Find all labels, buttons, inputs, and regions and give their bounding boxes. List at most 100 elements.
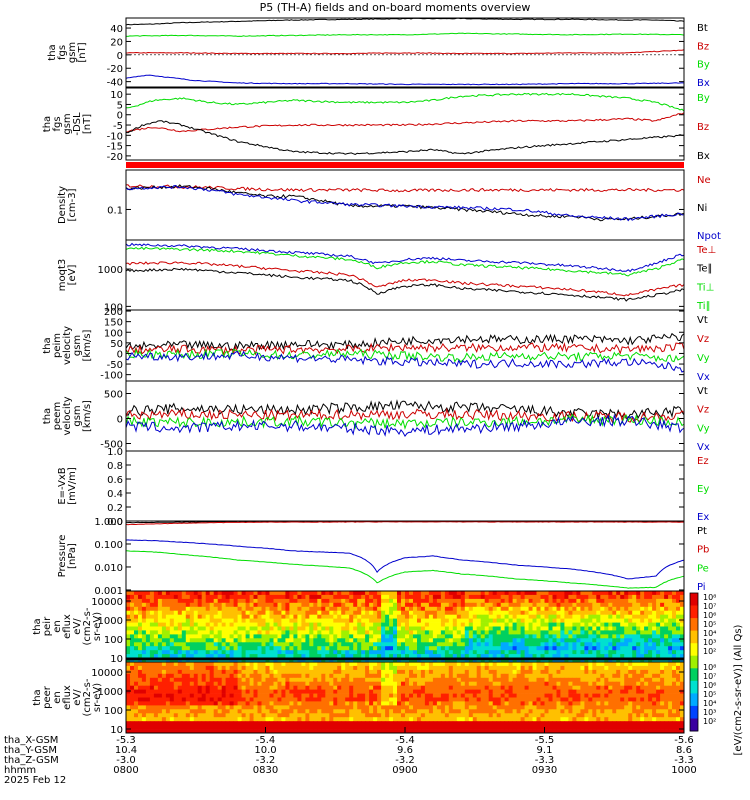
ytick-label: 0 (117, 111, 123, 122)
panel-density: 0.1 Density [cm-3] Ne Ni Npot (57, 169, 721, 242)
ytick-label: 0.100 (94, 540, 123, 551)
panel-frame-temperature (125, 239, 685, 311)
ytick-label: 1000 (98, 687, 123, 698)
legend-density-1: Ni (697, 203, 707, 214)
legend-peem_velocity-2: Vy (697, 423, 710, 434)
ylabel-line: tha (32, 689, 43, 705)
ylabel-line: Density (57, 186, 68, 224)
ylabel-line: [mV/m] (67, 467, 78, 505)
ytick-label: 5 (117, 100, 123, 111)
colorbar-tick: 10⁸ (703, 663, 716, 672)
ylabel-line: E=-VxB (57, 467, 68, 504)
ytick-label: 0.010 (94, 563, 123, 574)
ytick-label: 0.0 (107, 517, 123, 528)
series-density-ne (125, 184, 685, 193)
ylabel-line: en (52, 620, 63, 633)
series-fgs_gsm_dsl-bz (125, 112, 685, 133)
series-temperature-ti (125, 246, 685, 277)
colorbar-tick: 10² (703, 647, 716, 656)
colorbar-tick: 10⁴ (703, 629, 716, 638)
ylabel-line: moqt3 (57, 259, 68, 292)
ytick-label: 0.8 (107, 461, 123, 472)
panel-frame-efield (125, 450, 685, 522)
xaxis-tick-x: -5.6 (674, 735, 694, 746)
xaxis-tick-y: 10.0 (254, 745, 276, 756)
ylabel-line: tha (32, 618, 43, 634)
ylabel-line: [eV] (67, 265, 78, 286)
ytick-label: 0 (117, 415, 123, 426)
ytick-label: 10 (110, 654, 123, 665)
xaxis-tick-z: -3.3 (674, 755, 694, 766)
ytick-label: -10 (107, 131, 123, 142)
series-peim_velocity-vz (125, 341, 685, 356)
ytick-label: 50 (110, 339, 123, 350)
ytick-label: 100 (104, 706, 123, 717)
xaxis-tick-t: 0900 (392, 765, 417, 776)
ylabel-line: [nPa] (67, 543, 78, 569)
ylabel-line: gsm (72, 405, 83, 426)
legend-temperature-3: Ti∥ (696, 301, 711, 312)
series-fgs_gsm_dsl-by (126, 92, 685, 112)
ylabel-line: eflux (62, 685, 73, 710)
ytick-label: 40 (110, 24, 123, 35)
xaxis-tick-x: -5.5 (535, 735, 555, 746)
xaxis-row-label: tha_Y-GSM (4, 745, 57, 756)
ytick-label: 20 (110, 37, 123, 48)
ytick-label: 100 (104, 302, 123, 313)
legend-density-0: Ne (697, 175, 711, 186)
xaxis-tick-x: -5.4 (256, 735, 276, 746)
ytick-label: 0 (117, 51, 123, 62)
ylabel-line: velocity (62, 326, 73, 365)
ylabel-line: gsm (62, 113, 73, 134)
plot-title: P5 (TH-A) fields and on-board moments ov… (259, 1, 531, 14)
legend-fgs_gsm_dsl-2: Bx (697, 151, 710, 162)
xaxis-row-label: tha_X-GSM (4, 735, 58, 746)
panel-efield: 1.0 0.8 0.6 0.4 0.2 0.0 E=-VxB [mV/m] Ez Ey Ex (57, 447, 709, 528)
panel-frame-fgs_gsm_dsl (125, 87, 685, 161)
colorbar-tick: 10⁵ (703, 620, 716, 629)
ytick-label: 1.0 (107, 447, 123, 458)
xaxis-tick-x: -5.3 (116, 735, 136, 746)
ytick-label: 0.1 (107, 205, 123, 216)
colorbar-tick: 10⁵ (703, 690, 716, 699)
ylabel-line: peem (52, 402, 63, 430)
series-fgs_gsm_dsl-bx (125, 120, 685, 155)
panel-frame-fgs_gsm (125, 17, 685, 88)
colorbar-tick: 10⁴ (703, 699, 716, 708)
series-peim_velocity-vy (125, 348, 685, 363)
legend-peem_velocity-0: Vt (697, 386, 708, 397)
xaxis-row-label: tha_Z-GSM (4, 755, 59, 766)
ylabel-line: (cm2-s- (82, 678, 93, 716)
ytick-label: -50 (107, 360, 123, 371)
legend-density-2: Npot (697, 231, 721, 242)
legend-peem_velocity-3: Vx (697, 442, 710, 453)
ytick-label: 10 (110, 725, 123, 736)
colorbar-tick: 10³ (703, 638, 716, 647)
ylabel-line: [km/s] (82, 400, 93, 432)
xaxis-tick-x: -5.4 (395, 735, 415, 746)
series-peim_velocity-vx (125, 350, 685, 373)
panel-peem_velocity: 500 0 -500 tha peem velocity gsm [km/s] Vt Vz Vy Vx (42, 380, 710, 453)
xaxis-tick-z: -3.0 (116, 755, 136, 766)
ylabel-line: tha (42, 408, 53, 424)
ylabel-line: fgs (57, 45, 68, 60)
ylabel-line: eV/ (72, 618, 83, 635)
panel-temperature: 1000 100 moqt3 [eV] Te⊥ Te∥ Ti⊥ Ti∥ (57, 239, 716, 313)
series-fgs_gsm-by (125, 32, 685, 37)
ytick-label: 200 (104, 307, 123, 318)
legend-fgs_gsm_dsl-0: By (697, 93, 710, 104)
legend-pressure-1: Pb (697, 545, 709, 556)
ytick-label: 500 (104, 390, 123, 401)
ylabel-line: sr-eV) (92, 612, 103, 641)
legend-efield-0: Ez (697, 456, 709, 467)
ytick-label: 0.2 (107, 503, 123, 514)
ylabel-line: eflux (62, 614, 73, 639)
xaxis-tick-z: -3.2 (395, 755, 415, 766)
ytick-label: -500 (100, 440, 123, 451)
ytick-label: 0.4 (107, 489, 123, 500)
xaxis-tick-t: 0830 (253, 765, 278, 776)
colorbar-tick: 10⁷ (703, 602, 716, 611)
ytick-label: 0.001 (94, 586, 123, 597)
